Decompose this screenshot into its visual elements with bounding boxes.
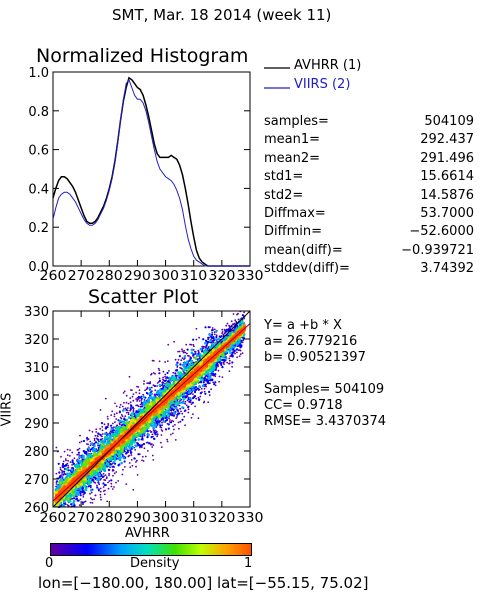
stat-value: −0.939721 [401, 242, 474, 258]
colorbar-max-label: 1 [244, 556, 253, 571]
stat-label: stddev(diff)= [264, 261, 350, 277]
legend-label-avhrr: AVHRR (1) [294, 58, 362, 73]
y-tick-label: 1.0 [28, 66, 49, 81]
histogram-chart: 0.0 0.2 0.4 0.6 0.8 1.0 260 270 280 290 300 310 320 3… [28, 66, 264, 284]
x-tick-label: 270 [68, 511, 95, 526]
x-tick-label: 260 [40, 511, 67, 526]
stat-value: 292.437 [420, 132, 474, 148]
x-tick-label: 270 [68, 269, 95, 284]
fit-line [52, 323, 251, 502]
y-tick-label: 270 [24, 473, 49, 488]
one-to-one-line [52, 310, 251, 508]
density-colorbar [50, 543, 252, 556]
stat-label: mean(diff)= [264, 242, 343, 258]
y-tick-label: 280 [24, 445, 49, 460]
fit-equation: Y= a +b * X [264, 318, 342, 333]
x-tick-label: 290 [124, 269, 151, 284]
x-tick-label: 300 [152, 269, 179, 284]
legend-label-viirs: VIIRS (2) [294, 77, 351, 92]
series-line-viirs [52, 78, 250, 267]
stat-label: std2= [264, 187, 304, 203]
stat-label: std1= [264, 169, 304, 185]
legend-line-viirs [264, 87, 290, 89]
stat-value: 291.496 [420, 150, 474, 166]
scatter-xlabel: AVHRR [125, 526, 170, 541]
region-footer: lon=[−180.00, 180.00] lat=[−55.15, 75.02… [38, 574, 369, 592]
y-tick-label: 260 [24, 501, 49, 516]
fit-intercept: a= 26.779216 [264, 334, 358, 349]
y-tick-label: 0.8 [28, 105, 49, 120]
x-tick-label: 290 [124, 511, 151, 526]
x-tick-label: 310 [180, 511, 207, 526]
x-tick-label: 330 [237, 269, 264, 284]
stat-label: samples= [264, 114, 329, 129]
stat-value: 15.6614 [420, 169, 474, 185]
scatter-points [54, 310, 247, 509]
x-tick-label: 280 [96, 269, 123, 284]
y-tick-label: 290 [24, 417, 49, 432]
colorbar-min-label: 0 [45, 556, 54, 571]
fit-samples: Samples= 504109 [264, 382, 385, 397]
scatter-ylabel: VIIRS [0, 392, 15, 427]
x-tick-label: 330 [237, 511, 264, 526]
stat-label: mean2= [264, 150, 321, 166]
stat-value: 3.74392 [420, 261, 474, 277]
stat-value: 14.5876 [420, 187, 474, 203]
y-tick-label: 310 [24, 361, 49, 376]
x-tick-label: 260 [40, 269, 67, 284]
fit-slope: b= 0.90521397 [264, 350, 366, 365]
colorbar-title: Density [130, 556, 180, 571]
histogram-frame [52, 71, 251, 267]
x-tick-label: 310 [180, 269, 207, 284]
stat-value: −52.6000 [409, 224, 474, 240]
y-tick-label: 0.6 [28, 144, 49, 159]
chart-header: SMT, Mar. 18 2014 (week 11) [112, 6, 332, 24]
y-tick-label: 320 [24, 333, 49, 348]
y-tick-label: 0.2 [28, 221, 49, 236]
scatter-title: Scatter Plot [88, 286, 199, 308]
stat-value: 504109 [424, 114, 474, 129]
histogram-title: Normalized Histogram [36, 45, 249, 67]
y-tick-label: 300 [24, 389, 49, 404]
legend-line-avhrr [264, 67, 290, 69]
stat-value: 53.7000 [420, 206, 474, 221]
scatter-frame [52, 310, 251, 508]
y-tick-label: 330 [24, 305, 49, 320]
fit-rmse: RMSE= 3.4370374 [264, 414, 387, 429]
x-tick-label: 320 [208, 511, 235, 526]
x-tick-label: 280 [96, 511, 123, 526]
y-tick-label: 0.0 [28, 260, 49, 275]
fit-cc: CC= 0.9718 [264, 398, 343, 413]
y-tick-label: 0.4 [28, 182, 49, 197]
x-tick-label: 300 [152, 511, 179, 526]
stat-label: Diffmax= [264, 206, 326, 221]
x-tick-label: 320 [208, 269, 235, 284]
stat-label: mean1= [264, 132, 321, 148]
stat-label: Diffmin= [264, 224, 322, 240]
